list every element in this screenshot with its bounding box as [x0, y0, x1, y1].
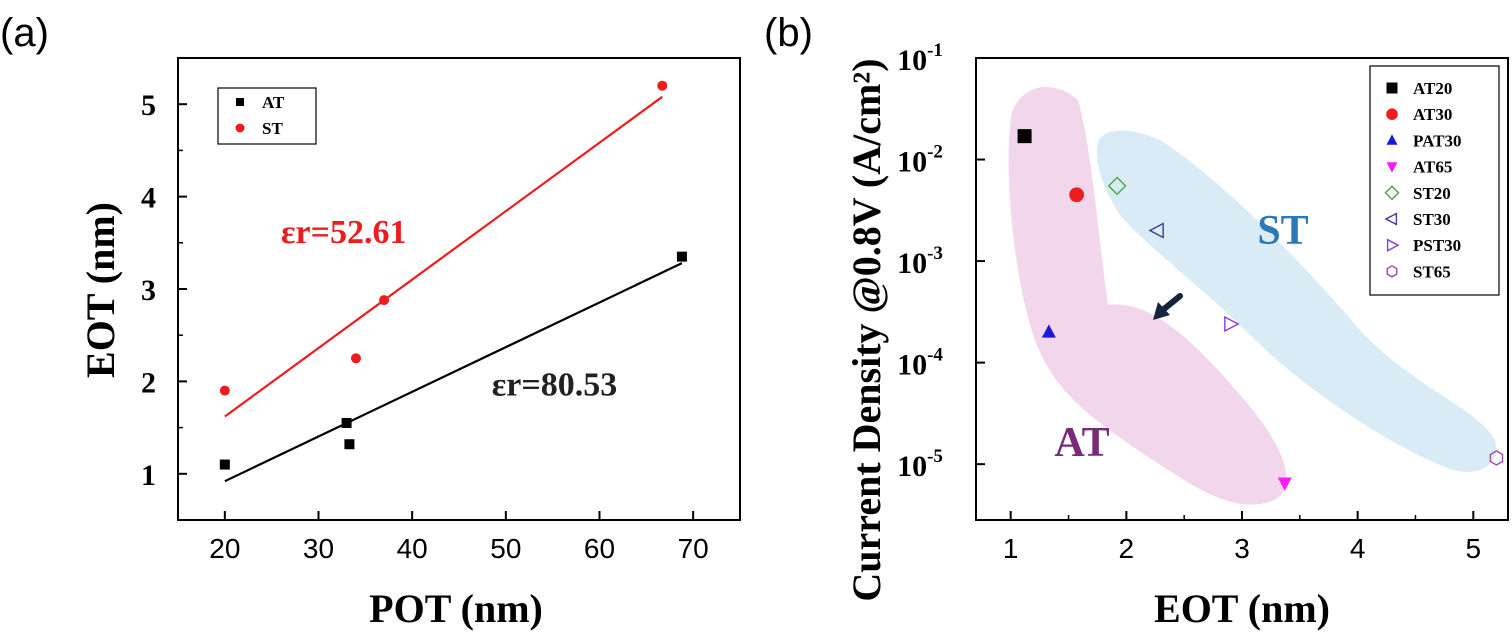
panel-a-x-axis-title: POT (nm)	[369, 586, 543, 631]
y-tick-label: 10-1	[897, 40, 943, 77]
y-tick-label: 10-5	[897, 446, 943, 483]
panel-b-chart: (b) AT ST 1 2 3 4 510-110-210-310-410-5 AT20…	[764, 11, 1509, 631]
point-at	[219, 459, 230, 470]
legend-label-st20: ST20	[1413, 184, 1451, 203]
legend-label-pat30: PAT30	[1413, 131, 1461, 150]
x-tick-label: 5	[1466, 533, 1482, 564]
panel-a-ticks: 20 30 40 50 60 70 1 2 3 4 5	[141, 89, 709, 564]
panel-a-label: (a)	[0, 11, 49, 55]
annotation-er-at: εr=80.53	[492, 366, 618, 403]
panel-b-x-axis-title: EOT (nm)	[1154, 586, 1330, 631]
point-at20	[1017, 129, 1032, 144]
panel-b-legend: AT20 AT30 PAT30 AT65 ST20 ST30 PST30 ST65	[1369, 65, 1500, 296]
x-tick-label: 2	[1119, 533, 1135, 564]
y-tick-exponent: -5	[927, 446, 943, 467]
y-tick-label: 4	[141, 182, 156, 215]
point-st	[379, 295, 390, 306]
panel-b-legend-box	[1369, 65, 1500, 296]
legend-marker-at65	[1386, 162, 1398, 173]
panel-a-points	[219, 80, 687, 470]
legend-label-at: AT	[262, 93, 285, 112]
x-tick-label: 30	[303, 533, 334, 564]
panel-b-points	[1017, 129, 1504, 491]
point-at65	[1277, 477, 1292, 491]
y-tick-base: 10	[897, 349, 927, 382]
y-tick-exponent: -3	[927, 243, 943, 264]
x-tick-label: 60	[584, 533, 615, 564]
region-label-st: ST	[1257, 208, 1308, 254]
x-tick-label: 3	[1234, 533, 1250, 564]
y-tick-exponent: -4	[927, 345, 943, 366]
y-tick-exponent: -2	[927, 142, 943, 163]
point-st	[219, 385, 230, 396]
y-tick-base: 10	[897, 146, 927, 179]
point-pat30	[1041, 324, 1056, 338]
point-st20	[1107, 176, 1127, 196]
legend-label-st: ST	[262, 119, 283, 138]
y-tick-exponent: -1	[927, 40, 943, 61]
point-st	[657, 80, 668, 91]
panel-b-ticks: 1 2 3 4 510-110-210-310-410-5	[897, 40, 1481, 564]
y-tick-label: 10-4	[897, 345, 943, 382]
y-tick-label: 1	[141, 459, 156, 492]
point-st65	[1489, 450, 1504, 466]
legend-marker-st	[235, 123, 245, 133]
panel-a-legend-box	[217, 87, 317, 145]
panel-a-y-axis-title: EOT (nm)	[78, 202, 123, 378]
x-tick-label: 20	[209, 533, 240, 564]
y-tick-label: 10-2	[897, 142, 943, 179]
point-at	[341, 417, 352, 428]
x-tick-label: 4	[1350, 533, 1366, 564]
legend-label-st65: ST65	[1413, 262, 1451, 281]
legend-marker-at20	[1386, 82, 1398, 94]
panel-b-y-axis-title: Current Density @0.8V (A/cm²)	[844, 58, 889, 601]
x-tick-label: 40	[397, 533, 428, 564]
x-tick-label: 1	[1003, 533, 1019, 564]
point-st30	[1148, 222, 1164, 239]
y-tick-label: 2	[141, 366, 156, 399]
legend-label-at30: AT30	[1413, 105, 1452, 124]
annotation-er-st: εr=52.61	[281, 214, 407, 251]
legend-marker-st65	[1386, 265, 1398, 278]
panel-b-label: (b)	[764, 11, 813, 55]
region-st	[1096, 130, 1496, 472]
arrow-icon	[1153, 293, 1183, 320]
legend-marker-pat30	[1386, 134, 1398, 145]
y-tick-label: 3	[141, 274, 156, 307]
point-at30	[1069, 187, 1084, 203]
legend-label-at65: AT65	[1413, 158, 1452, 177]
legend-marker-pst30	[1386, 238, 1400, 252]
point-st	[350, 353, 361, 364]
fit-line-at	[224, 262, 683, 483]
legend-label-st30: ST30	[1413, 210, 1451, 229]
point-at	[344, 439, 355, 450]
legend-marker-st30	[1384, 212, 1398, 226]
y-tick-base: 10	[897, 450, 927, 483]
legend-marker-at	[236, 98, 244, 106]
point-at	[676, 251, 687, 262]
region-label-at: AT	[1054, 420, 1109, 466]
y-tick-base: 10	[897, 247, 927, 280]
x-tick-label: 50	[490, 533, 521, 564]
legend-label-at20: AT20	[1413, 79, 1452, 98]
point-pst30	[1224, 315, 1240, 333]
legend-marker-at30	[1386, 108, 1398, 120]
panel-a-legend: AT ST	[217, 87, 317, 145]
y-tick-label: 10-3	[897, 243, 943, 280]
y-tick-base: 10	[897, 44, 927, 77]
x-tick-label: 70	[678, 533, 709, 564]
legend-marker-st20	[1384, 185, 1400, 201]
fit-line-st	[224, 95, 663, 418]
panel-a-fit-lines	[224, 95, 683, 483]
legend-label-pst30: PST30	[1413, 236, 1461, 255]
y-tick-label: 5	[141, 89, 156, 122]
